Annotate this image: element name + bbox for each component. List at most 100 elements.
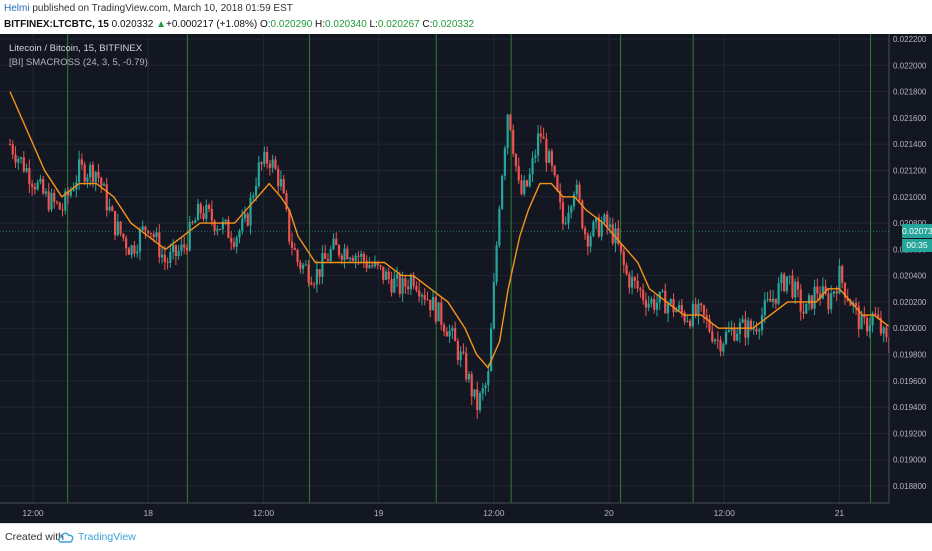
candle-body xyxy=(301,264,305,269)
candle-body xyxy=(172,245,175,253)
candle-body xyxy=(749,320,753,330)
candle-body xyxy=(19,157,23,159)
candle-body xyxy=(357,255,360,257)
candle-body xyxy=(564,223,567,225)
candle-body xyxy=(791,275,794,298)
last-price: 0.020332 xyxy=(111,19,154,30)
candle-body xyxy=(882,327,885,334)
x-tick-label: 20 xyxy=(604,508,614,518)
candle-body xyxy=(293,247,296,250)
sma-line xyxy=(9,91,932,374)
candle-body xyxy=(36,182,39,190)
candle-body xyxy=(677,305,681,310)
candle-body xyxy=(409,276,412,290)
candle-body xyxy=(498,208,501,246)
publication-header: Helmi published on TradingView.com, Marc… xyxy=(0,0,932,34)
y-tick-label: 0.020400 xyxy=(893,272,927,281)
candle-body xyxy=(689,320,692,327)
x-tick-label: 18 xyxy=(144,508,154,518)
candle-body xyxy=(91,164,95,183)
close-label: C: xyxy=(422,19,433,30)
x-tick-label: 12:00 xyxy=(483,508,505,518)
candle-body xyxy=(431,297,435,311)
candle-body xyxy=(205,204,208,219)
candle-body xyxy=(730,328,733,331)
candle-body xyxy=(523,180,526,195)
candle-body xyxy=(318,269,321,277)
candle-body xyxy=(407,286,410,290)
candle-body xyxy=(196,203,200,221)
candle-body xyxy=(630,277,634,288)
candle-body xyxy=(459,351,462,361)
candle-body xyxy=(807,295,811,304)
candle-body xyxy=(484,385,487,389)
candle-body xyxy=(628,274,631,288)
candle-body xyxy=(53,192,56,202)
tradingview-cloud-icon[interactable] xyxy=(58,530,74,544)
candle-body xyxy=(58,202,61,210)
candle-body xyxy=(55,201,59,203)
candle-body xyxy=(619,243,623,252)
y-tick-label: 0.019000 xyxy=(893,456,927,465)
tradingview-brand-link[interactable]: TradingView xyxy=(78,531,136,543)
candle-body xyxy=(451,328,454,331)
candle-body xyxy=(550,151,554,166)
indicator-label[interactable]: [BI] SMACROSS (24, 3, 5, -0.79) xyxy=(9,57,148,68)
candle-body xyxy=(528,174,531,187)
candle-body xyxy=(100,177,103,186)
candle-body xyxy=(495,245,498,282)
candle-body xyxy=(771,298,775,302)
price-chart[interactable]: 0.022200 0.022000 0.021800 0.021600 0.021400… xyxy=(0,34,932,523)
price-axis xyxy=(889,34,932,523)
candle-body xyxy=(288,209,291,242)
candle-body xyxy=(299,261,302,269)
candle-body xyxy=(448,330,451,337)
candle-body xyxy=(827,293,830,310)
candle-body xyxy=(821,286,824,299)
candle-body xyxy=(586,234,589,247)
candle-body xyxy=(437,302,440,322)
open-value: 0.020290 xyxy=(270,19,313,30)
y-tick-label: 0.021600 xyxy=(893,114,927,123)
y-tick-label: 0.021200 xyxy=(893,166,927,175)
candle-body xyxy=(89,164,92,178)
candle-body xyxy=(456,341,459,361)
candle-body xyxy=(719,340,722,352)
candle-body xyxy=(545,138,548,163)
candle-body xyxy=(722,343,725,352)
candle-body xyxy=(606,214,609,228)
candle-body xyxy=(246,213,249,226)
candle-body xyxy=(232,242,236,247)
author-link[interactable]: Helmi xyxy=(4,3,30,14)
y-tick-label: 0.019400 xyxy=(893,403,927,412)
candle-body xyxy=(141,226,144,231)
candle-body xyxy=(163,254,166,262)
candle-body xyxy=(393,278,396,293)
y-tick-label: 0.018800 xyxy=(893,482,927,491)
candle-body xyxy=(470,374,473,397)
close-value: 0.020332 xyxy=(432,19,475,30)
candle-body xyxy=(639,288,642,291)
candle-body xyxy=(50,192,53,210)
candle-body xyxy=(147,230,150,233)
candle-body xyxy=(94,171,97,183)
candle-body xyxy=(304,264,307,266)
candle-body xyxy=(122,233,125,239)
chart-pane[interactable]: 0.022200 0.022000 0.021800 0.021600 0.021400… xyxy=(0,34,932,523)
candle-body xyxy=(733,328,736,341)
candle-body xyxy=(368,265,371,268)
candle-body xyxy=(871,313,874,326)
candle-body xyxy=(686,320,689,322)
y-tick-label: 0.019800 xyxy=(893,351,927,360)
candle-body xyxy=(252,195,255,198)
candle-body xyxy=(467,374,471,380)
candle-body xyxy=(473,389,476,397)
candle-body xyxy=(440,302,443,325)
candle-body xyxy=(445,331,448,337)
x-tick-label: 19 xyxy=(374,508,384,518)
candle-body xyxy=(489,328,493,372)
candle-body xyxy=(25,167,28,172)
candle-body xyxy=(622,251,625,266)
candle-body xyxy=(423,294,426,300)
candle-body xyxy=(335,238,338,246)
